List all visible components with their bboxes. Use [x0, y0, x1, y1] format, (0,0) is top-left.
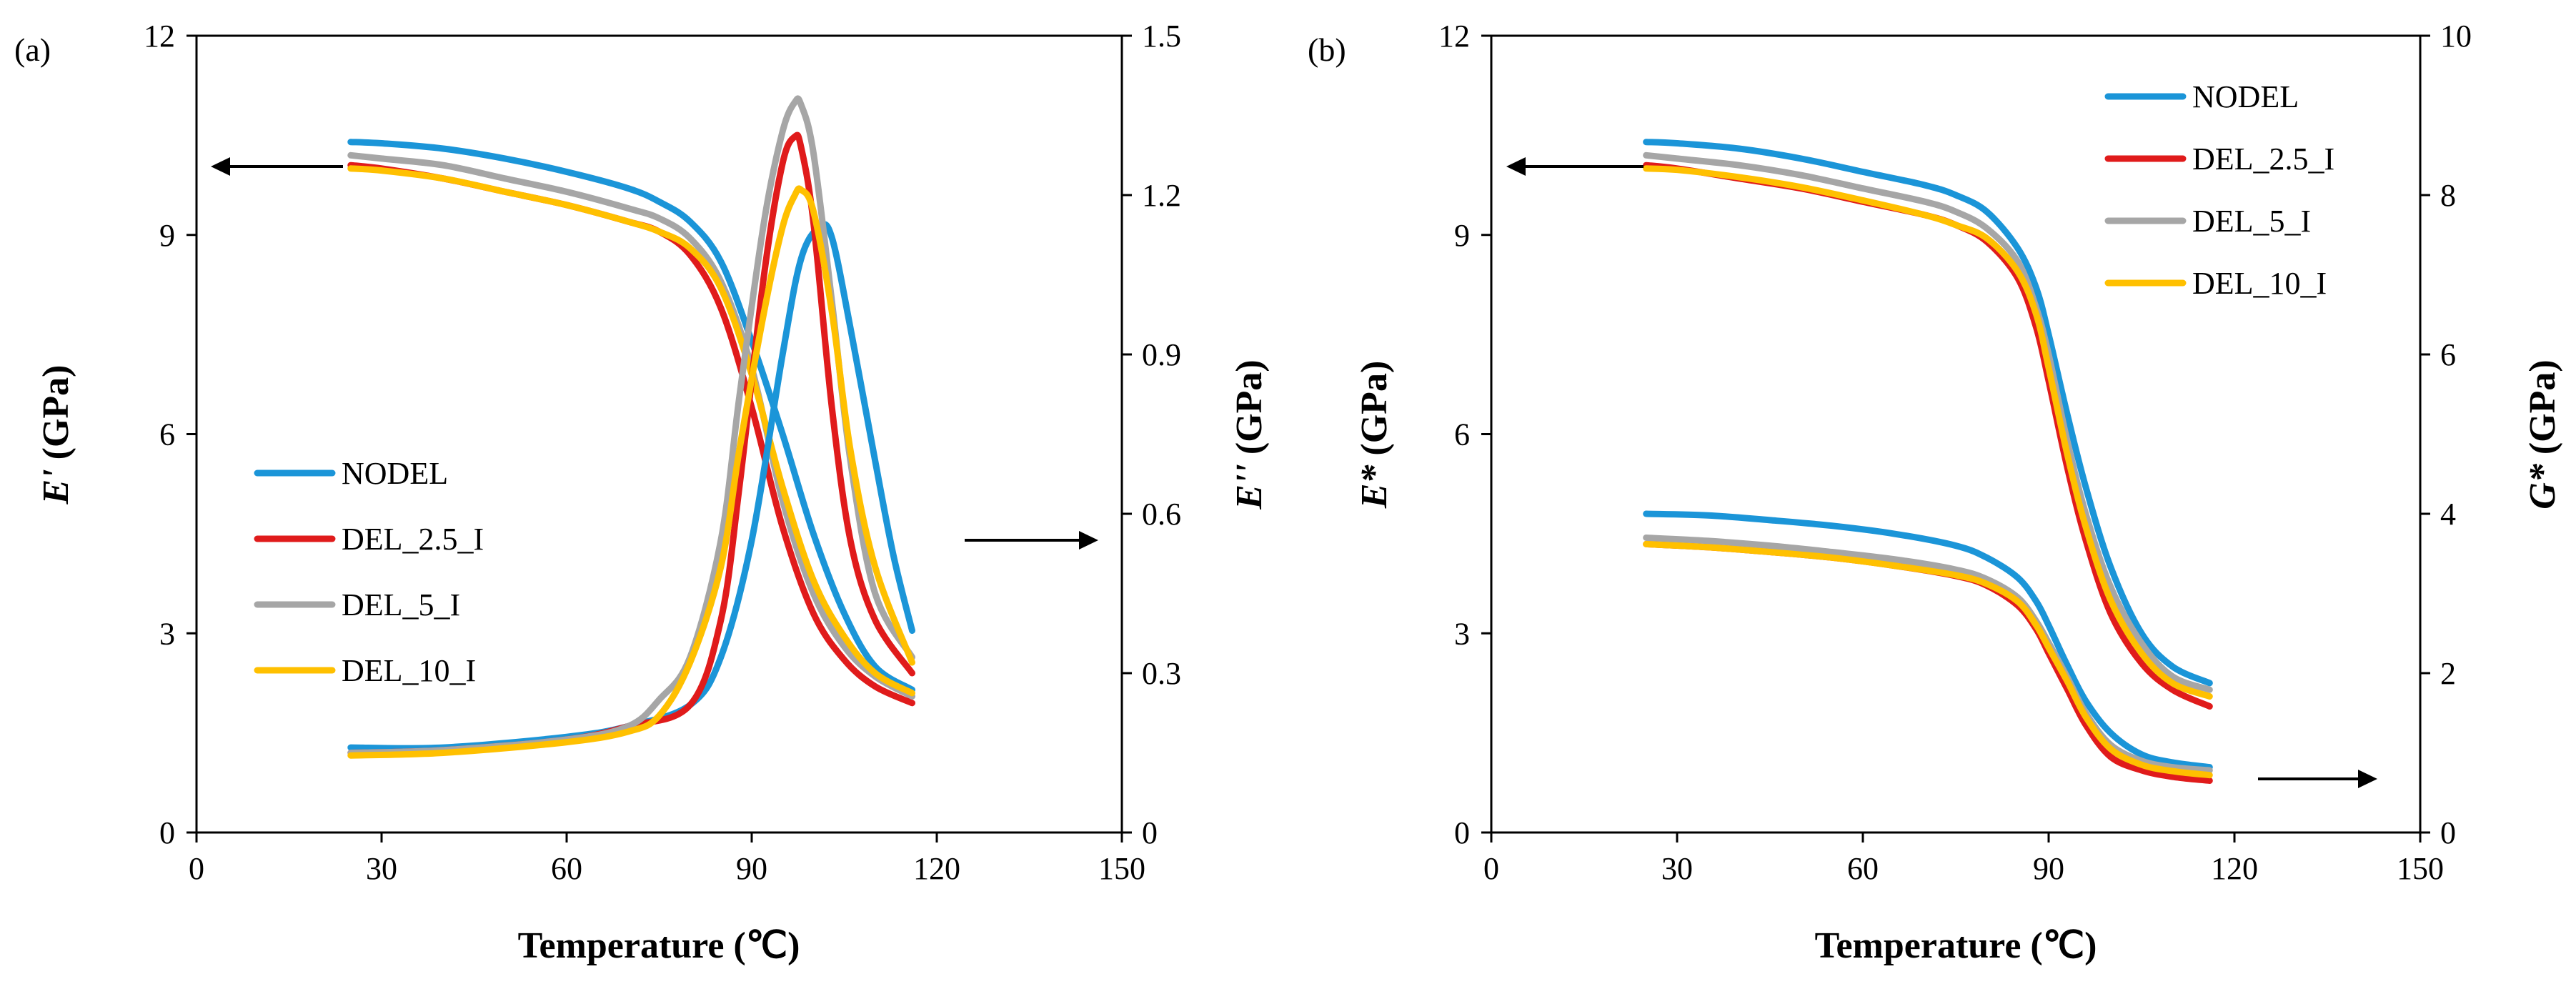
- panel-b-label: (b): [1308, 31, 1346, 68]
- x-tick-label: 0: [1483, 851, 1499, 886]
- panel-a-right-y-axis-title: E'' (GPa): [1229, 359, 1270, 510]
- panel-a-left-y-unit: (GPa): [36, 365, 76, 469]
- series-line-nodel-left: [1643, 139, 2213, 687]
- panel-b-left-y-ticks: 0 3 6 9 12: [1438, 19, 1491, 850]
- left-y-tick-label: 3: [159, 616, 175, 651]
- panel-a-chart: (a) 0 30 60 90 120 150 0 3 6 9 12 0 0.3 0.6 0.9 1.2 1.…: [14, 19, 1270, 966]
- right-y-tick-label: 1.2: [1142, 178, 1181, 213]
- series-line-del-5-i-left: [347, 151, 915, 700]
- panel-b-right-y-symbol: G*: [2522, 463, 2563, 510]
- right-y-tick-label: 0.3: [1142, 656, 1181, 691]
- x-tick-label: 150: [2397, 851, 2444, 886]
- series-line-nodel-left: [347, 139, 915, 693]
- panel-b-left-arrow: [1506, 157, 1643, 176]
- right-y-tick-label: 4: [2440, 497, 2456, 532]
- panel-a-label: (a): [14, 31, 51, 68]
- panel-a-series-lines: [347, 95, 915, 759]
- panel-b-left-y-unit: (GPa): [1354, 361, 1395, 465]
- panel-a-right-arrow: [965, 531, 1098, 550]
- legend-label-del-2-5: DEL_2.5_I: [2192, 141, 2334, 177]
- panel-a-left-y-symbol: E': [36, 469, 76, 505]
- left-y-tick-label: 0: [1454, 815, 1470, 850]
- right-y-tick-label: 0.9: [1142, 337, 1181, 372]
- panel-b-right-y-ticks: 0 2 4 6 8 10: [2420, 19, 2472, 850]
- panel-b-left-y-axis-title: E* (GPa): [1354, 361, 1395, 510]
- panel-b-chart: (b) 0 30 60 90 120 150 0 3 6 9 12 0 2 4 6 8 10 Tempera…: [1308, 19, 2563, 966]
- panel-a-right-y-unit: (GPa): [1229, 359, 1270, 464]
- series-line-del-10-i-right: [1643, 540, 2213, 779]
- panel-a-legend: NODEL DEL_2.5_I DEL_5_I DEL_10_I: [254, 456, 484, 688]
- left-y-tick-label: 9: [1454, 218, 1470, 253]
- panel-b-x-ticks: 0 30 60 90 120 150: [1483, 832, 2444, 886]
- right-y-tick-label: 0: [1142, 815, 1158, 850]
- legend-label-nodel: NODEL: [342, 456, 448, 491]
- x-tick-label: 30: [1661, 851, 1693, 886]
- x-tick-label: 90: [736, 851, 767, 886]
- legend-label-del-5: DEL_5_I: [342, 587, 460, 622]
- legend-label-nodel: NODEL: [2192, 79, 2299, 114]
- panel-a-x-axis-title: Temperature (℃): [518, 925, 800, 966]
- x-tick-label: 0: [189, 851, 204, 886]
- right-y-tick-label: 8: [2440, 178, 2456, 213]
- legend-label-del-10: DEL_10_I: [2192, 266, 2327, 301]
- left-y-tick-label: 6: [1454, 417, 1470, 452]
- series-line-del-10-i-left: [1643, 165, 2213, 700]
- legend-label-del-2-5: DEL_2.5_I: [342, 522, 484, 557]
- x-tick-label: 60: [1847, 851, 1879, 886]
- series-line-del-10-i-left: [347, 165, 915, 697]
- x-tick-label: 120: [2211, 851, 2258, 886]
- panel-a-left-y-axis-title: E' (GPa): [36, 365, 76, 505]
- left-y-tick-label: 9: [159, 218, 175, 253]
- left-y-tick-label: 6: [159, 417, 175, 452]
- panel-a-right-y-symbol: E'': [1229, 464, 1270, 510]
- series-line-nodel-right: [1643, 510, 2213, 771]
- right-y-tick-label: 6: [2440, 337, 2456, 372]
- panel-b-right-arrow: [2258, 770, 2377, 788]
- right-y-tick-label: 1.5: [1142, 19, 1181, 54]
- x-tick-label: 60: [551, 851, 582, 886]
- left-y-tick-label: 3: [1454, 616, 1470, 651]
- right-y-tick-label: 0.6: [1142, 497, 1181, 532]
- right-y-tick-label: 2: [2440, 656, 2456, 691]
- series-line-del-10-i-right: [347, 185, 915, 759]
- legend-label-del-10: DEL_10_I: [342, 653, 476, 688]
- x-tick-label: 30: [366, 851, 397, 886]
- left-y-tick-label: 12: [1438, 19, 1470, 54]
- x-tick-label: 150: [1098, 851, 1145, 886]
- panel-b-left-y-symbol: E*: [1354, 464, 1395, 510]
- x-tick-label: 90: [2033, 851, 2064, 886]
- legend-label-del-5: DEL_5_I: [2192, 204, 2311, 239]
- panel-b-legend: NODEL DEL_2.5_I DEL_5_I DEL_10_I: [2104, 79, 2334, 301]
- series-line-del-5-i-left: [1643, 151, 2213, 693]
- panel-a-left-arrow: [211, 157, 343, 176]
- panel-a-left-y-ticks: 0 3 6 9 12: [144, 19, 197, 850]
- left-y-tick-label: 12: [144, 19, 175, 54]
- x-tick-label: 120: [913, 851, 960, 886]
- left-y-tick-label: 0: [159, 815, 175, 850]
- right-y-tick-label: 10: [2440, 19, 2472, 54]
- right-y-tick-label: 0: [2440, 815, 2456, 850]
- panel-b-x-axis-title: Temperature (℃): [1815, 925, 2097, 966]
- panel-b-series-lines: [1643, 139, 2213, 784]
- panel-b-right-y-axis-title: G* (GPa): [2522, 359, 2563, 509]
- panel-a-x-ticks: 0 30 60 90 120 150: [189, 832, 1145, 886]
- panel-b-right-y-unit: (GPa): [2522, 359, 2563, 464]
- panel-a-right-y-ticks: 0 0.3 0.6 0.9 1.2 1.5: [1122, 19, 1181, 850]
